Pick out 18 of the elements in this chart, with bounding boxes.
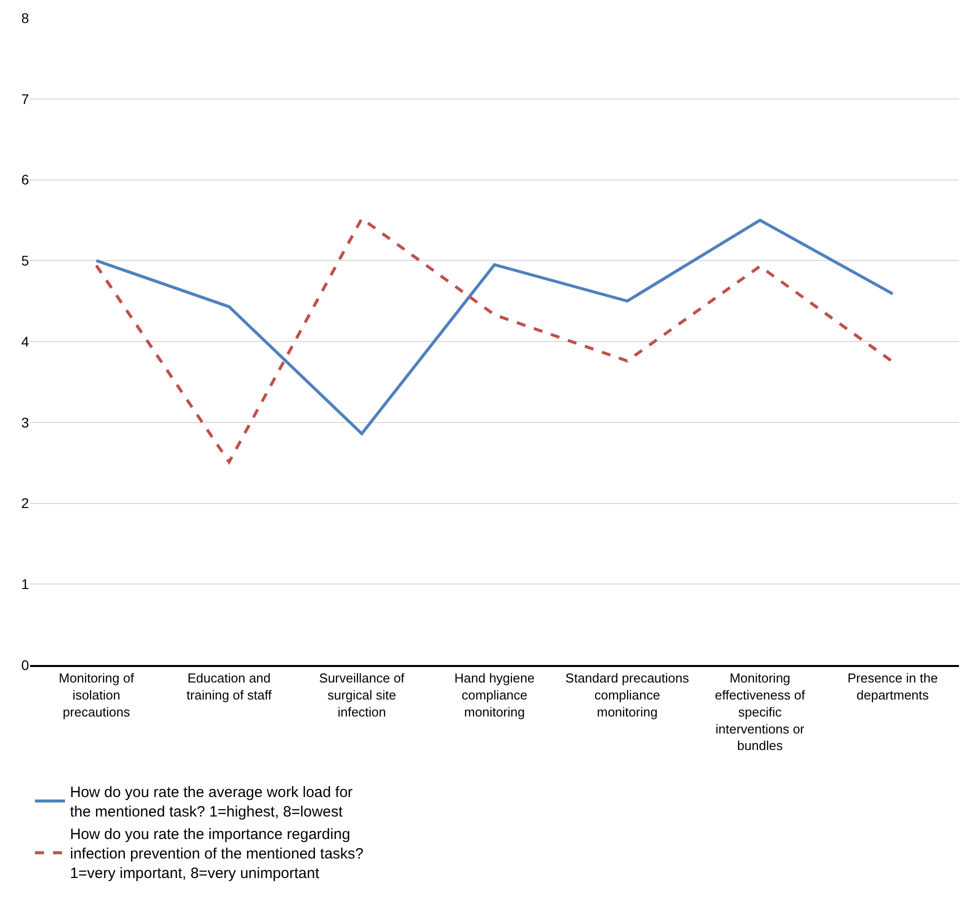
legend-label: How do you rate the importance regarding infection prevention of the mentioned tasks? 1=very important, 8=very unimportant	[70, 826, 364, 882]
legend-label: How do you rate the average work load for the mentioned task? 1=highest, 8=lowest	[70, 784, 353, 821]
x-tick-label: Monitoring of isolation precautions	[58, 670, 134, 720]
x-tick-label: Monitoring effectiveness of specific interventions or bundles	[714, 670, 806, 754]
y-tick-label: 1	[21, 576, 30, 592]
x-tick-label: Surveillance of surgical site infection	[319, 670, 405, 720]
y-tick-label: 0	[21, 656, 30, 673]
y-tick-label: 5	[21, 252, 30, 269]
x-tick-label: Hand hygiene compliance monitoring	[454, 670, 535, 720]
y-tick-label: 7	[21, 90, 30, 107]
x-tick-label: Education and training of staff	[186, 670, 272, 702]
x-tick-label: Standard precautions compliance monitoring	[565, 670, 690, 720]
y-tick-label: 4	[21, 333, 30, 350]
y-tick-label: 8	[21, 10, 30, 26]
x-tick-label: Presence in the departments	[847, 670, 938, 702]
y-tick-label: 2	[21, 495, 30, 512]
y-tick-label: 3	[21, 414, 30, 430]
y-tick-label: 6	[21, 172, 30, 188]
